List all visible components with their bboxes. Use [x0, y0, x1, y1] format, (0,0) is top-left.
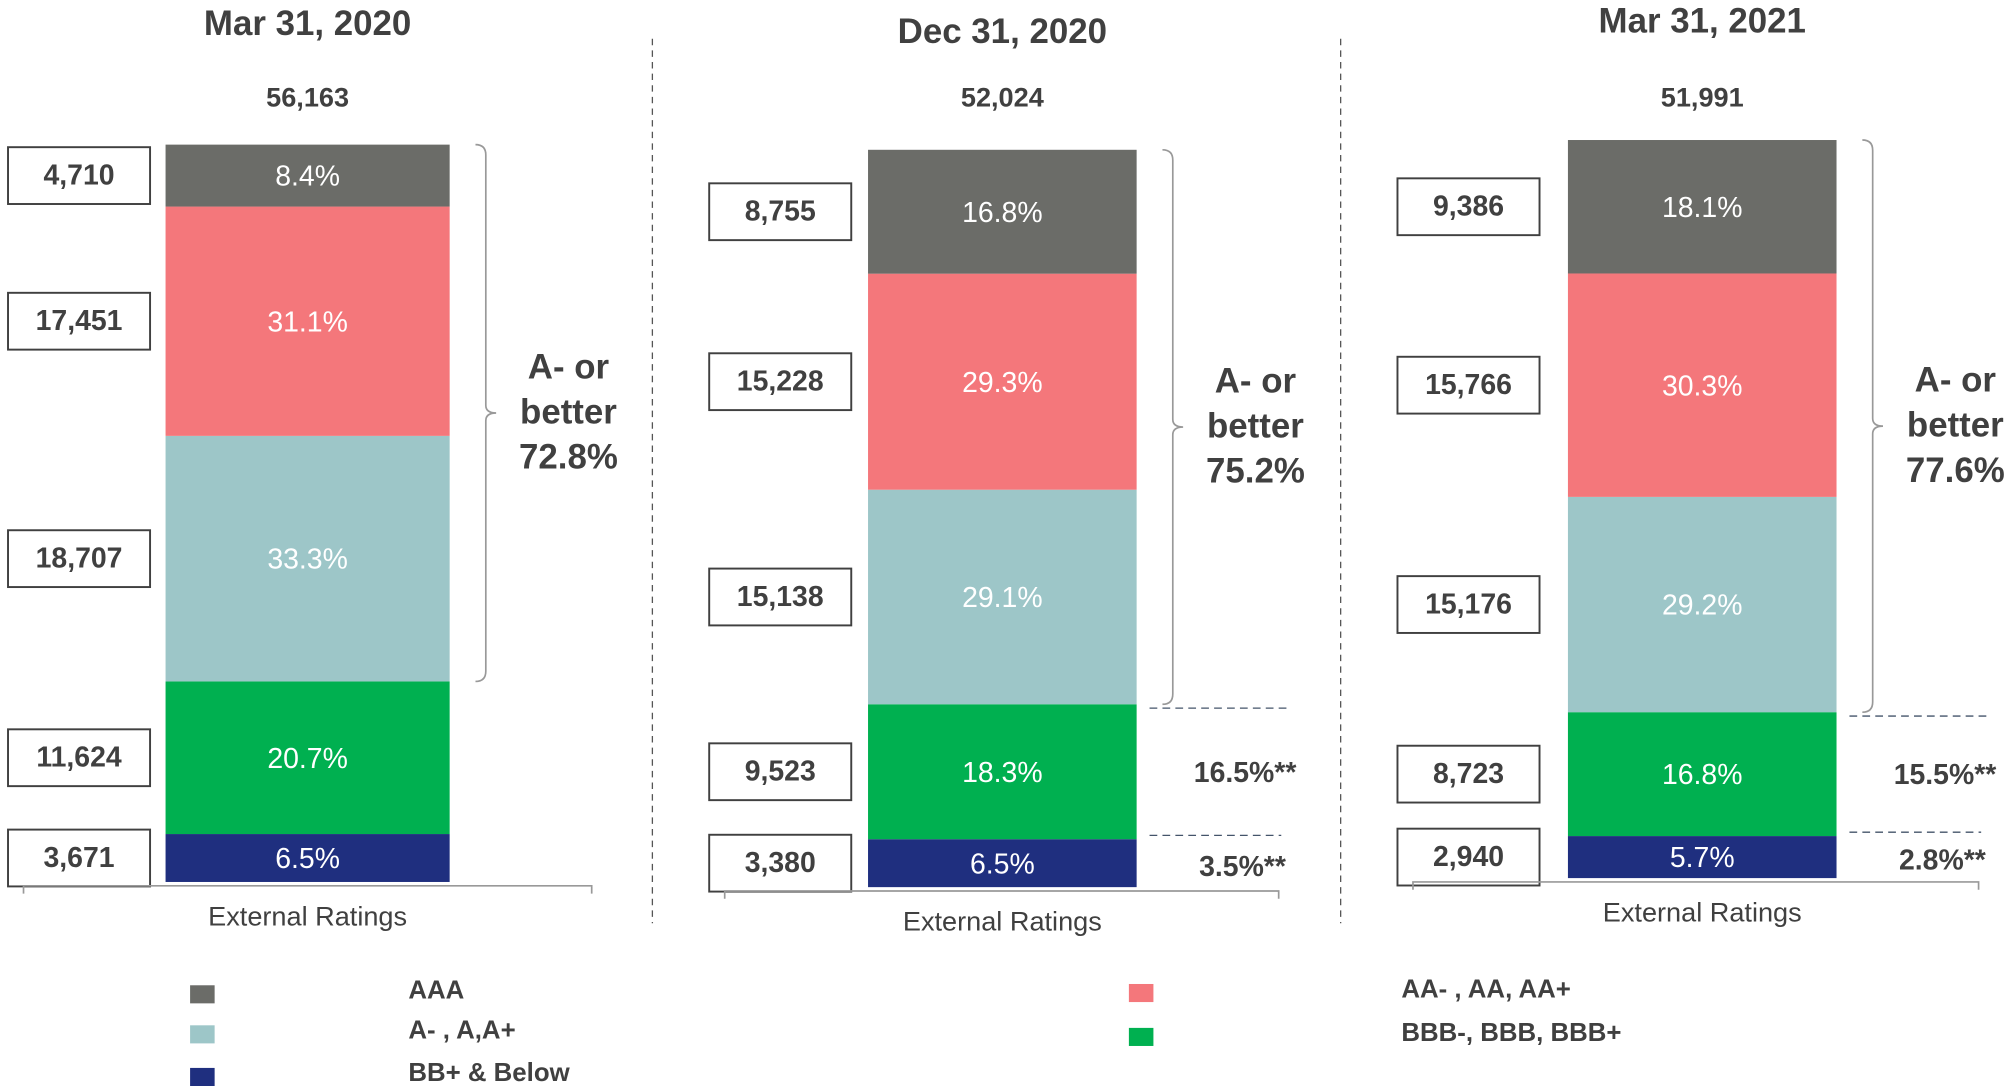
- amount-label: 8,755: [745, 196, 816, 228]
- bar-segment: [1567, 836, 1837, 879]
- value-label: 16.8%: [1662, 759, 1743, 791]
- x-axis-label: External Ratings: [903, 905, 1102, 936]
- legend-swatch: [190, 1067, 215, 1086]
- amount-label: 4,710: [44, 159, 115, 191]
- bracket-label: 72.8%: [519, 438, 618, 477]
- bracket-label: A- or: [528, 347, 610, 386]
- amount-label: 18,707: [36, 542, 123, 574]
- amount-box: [708, 352, 853, 412]
- value-label: 18.3%: [962, 757, 1043, 789]
- bar-segment: [868, 704, 1137, 840]
- value-label: 16.8%: [962, 197, 1043, 229]
- amount-box: [708, 833, 853, 893]
- below-note: 3.5%**: [1199, 851, 1287, 883]
- bar-segment: [165, 435, 450, 682]
- bracket-label: A- or: [1215, 361, 1297, 400]
- value-label: 20.7%: [267, 743, 348, 775]
- amount-label: 9,523: [745, 756, 816, 788]
- legend-swatch: [1128, 1027, 1154, 1046]
- bar-segment: [868, 489, 1137, 705]
- bar-segment: [1567, 496, 1837, 713]
- bracket-label: better: [1907, 406, 2004, 445]
- bbb-note: 15.5%**: [1894, 759, 1998, 791]
- bbb-note: 16.5%**: [1194, 757, 1298, 789]
- panel-title: Dec 31, 2020: [898, 12, 1107, 51]
- bracket-label: better: [520, 393, 617, 432]
- value-label: 8.4%: [275, 161, 340, 193]
- total-label: 51,991: [1661, 82, 1744, 113]
- bracket-label: A- or: [1915, 360, 1997, 399]
- value-label: 6.5%: [275, 843, 340, 875]
- legend-swatch: [190, 1025, 215, 1044]
- value-label: 31.1%: [267, 306, 348, 338]
- bracket: [475, 143, 497, 683]
- bar-segment: [165, 681, 450, 835]
- amount-label: 11,624: [36, 742, 121, 774]
- bar-segment: [165, 144, 450, 207]
- bracket-label: 75.2%: [1206, 452, 1305, 491]
- bar-segment: [1567, 140, 1837, 274]
- amount-label: 15,228: [737, 365, 824, 397]
- bar-segment: [868, 839, 1137, 888]
- amount-box: [7, 529, 152, 589]
- amount-label: 17,451: [36, 305, 123, 337]
- bracket-label: 77.6%: [1906, 451, 2005, 490]
- amount-label: 8,723: [1433, 758, 1504, 790]
- x-axis-label: External Ratings: [208, 900, 407, 931]
- legend-swatch: [190, 985, 215, 1004]
- value-label: 18.1%: [1662, 192, 1743, 224]
- amount-label: 2,940: [1433, 841, 1504, 873]
- panel-title: Mar 31, 2020: [204, 4, 411, 43]
- amount-box: [708, 182, 853, 242]
- value-label: 30.3%: [1662, 370, 1743, 402]
- legend-label: AA- , AA, AA+: [1401, 975, 1570, 1003]
- amount-label: 3,671: [44, 842, 115, 874]
- amount-label: 9,386: [1433, 191, 1504, 223]
- amount-box: [7, 291, 152, 351]
- amount-box: [1396, 744, 1541, 804]
- legend-label: A- , A,A+: [408, 1017, 515, 1045]
- bar-segment: [165, 206, 450, 436]
- value-label: 6.5%: [970, 848, 1035, 880]
- amount-box: [1396, 355, 1541, 415]
- amount-box: [708, 742, 853, 802]
- legend-swatch: [1128, 983, 1154, 1003]
- bar-segment: [868, 273, 1137, 490]
- value-label: 5.7%: [1670, 842, 1735, 874]
- amount-label: 15,138: [737, 581, 824, 613]
- amount-box: [7, 146, 152, 205]
- amount-box: [708, 567, 853, 627]
- amount-box: [1396, 827, 1541, 887]
- bar-segment: [1567, 712, 1837, 837]
- value-label: 29.1%: [962, 582, 1043, 614]
- bar-segment: [868, 149, 1137, 274]
- value-label: 33.3%: [267, 544, 348, 576]
- x-axis: [1412, 881, 1980, 890]
- bar-segment: [165, 834, 450, 882]
- amount-label: 3,380: [745, 847, 816, 879]
- below-note: 2.8%**: [1899, 845, 1987, 877]
- amount-box: [1396, 177, 1541, 237]
- total-label: 56,163: [266, 82, 349, 113]
- bracket: [1862, 139, 1884, 714]
- x-axis: [723, 890, 1280, 899]
- legend-label: BB+ & Below: [408, 1059, 570, 1086]
- amount-label: 15,766: [1425, 369, 1512, 401]
- amount-box: [1396, 575, 1541, 634]
- value-label: 29.3%: [962, 367, 1043, 399]
- amount-box: [7, 828, 152, 888]
- x-axis: [22, 885, 593, 894]
- legend-label: BBB-, BBB, BBB+: [1401, 1019, 1621, 1047]
- x-axis-label: External Ratings: [1603, 896, 1802, 927]
- amount-label: 15,176: [1425, 588, 1512, 620]
- value-label: 29.2%: [1662, 590, 1743, 622]
- bracket-label: better: [1207, 407, 1304, 446]
- amount-box: [7, 728, 152, 788]
- bar-segment: [1567, 273, 1837, 497]
- total-label: 52,024: [961, 82, 1044, 113]
- legend-label: AAA: [408, 977, 464, 1005]
- bracket: [1162, 148, 1184, 706]
- panel-title: Mar 31, 2021: [1599, 1, 1806, 40]
